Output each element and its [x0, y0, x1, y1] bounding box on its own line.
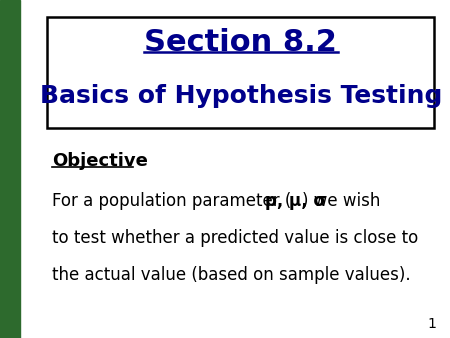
Text: Basics of Hypothesis Testing: Basics of Hypothesis Testing — [40, 84, 442, 108]
Text: to test whether a predicted value is close to: to test whether a predicted value is clo… — [52, 229, 418, 247]
Text: ) we wish: ) we wish — [302, 192, 381, 210]
Text: For a population parameter (: For a population parameter ( — [52, 192, 291, 210]
Text: 1: 1 — [428, 317, 436, 332]
Text: Section 8.2: Section 8.2 — [144, 28, 337, 57]
FancyBboxPatch shape — [47, 17, 434, 128]
Text: the actual value (based on sample values).: the actual value (based on sample values… — [52, 266, 410, 285]
Text: p, μ, σ: p, μ, σ — [265, 192, 326, 210]
Text: Objective: Objective — [52, 151, 148, 170]
Bar — [0, 0, 20, 338]
